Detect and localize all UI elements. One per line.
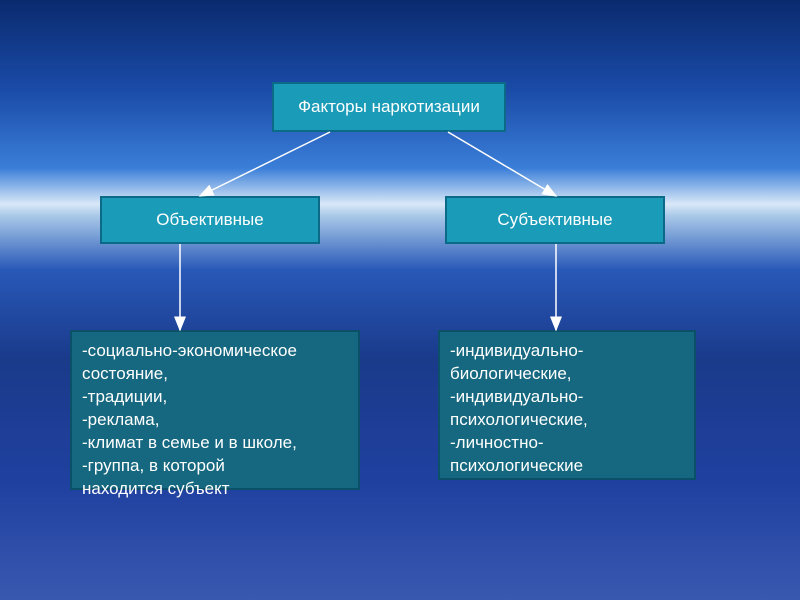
leaf-line: состояние, [82,363,348,386]
leaf-line: -климат в семье и в школе, [82,432,348,455]
leaf-line: -традиции, [82,386,348,409]
edge [200,132,330,196]
right-category-node: Субъективные [445,196,665,244]
leaf-line: -группа, в которой [82,455,348,478]
leaf-line: находится субъект [82,478,348,501]
leaf-line: -социально-экономическое [82,340,348,363]
leaf-line: психологические, [450,409,684,432]
leaf-line: -индивидуально- [450,386,684,409]
leaf-line: -личностно- [450,432,684,455]
root-node: Факторы наркотизации [272,82,506,132]
right-leaf-node: -индивидуально- биологические, -индивиду… [438,330,696,480]
leaf-line: биологические, [450,363,684,386]
leaf-line: -реклама, [82,409,348,432]
edge [448,132,556,196]
left-category-node: Объективные [100,196,320,244]
leaf-line: -индивидуально- [450,340,684,363]
leaf-line: психологические [450,455,684,478]
left-leaf-node: -социально-экономическое состояние, -тра… [70,330,360,490]
